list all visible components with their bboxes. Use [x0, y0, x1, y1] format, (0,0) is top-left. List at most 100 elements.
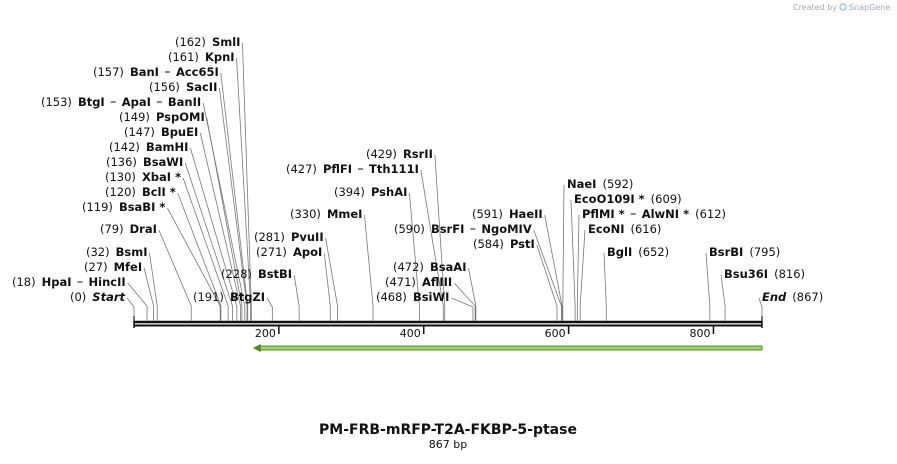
site-name: MfeI [114, 260, 143, 274]
site-position: (471) [385, 275, 416, 289]
site-name: BtgZI [230, 290, 265, 304]
site-name: BsaBI * [119, 200, 165, 214]
site-line [408, 192, 420, 321]
site-position: (147) [124, 125, 155, 139]
site-name: BanI [130, 65, 159, 79]
site-name: AlwNI * [642, 207, 689, 221]
site-position: (616) [630, 222, 661, 236]
site-line [149, 252, 158, 321]
site-position: (79) [100, 222, 124, 236]
site-line [562, 184, 565, 321]
site-position: (149) [119, 110, 150, 124]
site-line [218, 87, 248, 321]
site-name: BsrFI [431, 222, 464, 236]
site-name: ApoI [293, 245, 322, 259]
site-line [364, 214, 374, 321]
site-name: PspOMI [156, 110, 205, 124]
site-position: (153) [41, 95, 72, 109]
site-line [242, 42, 252, 321]
site-name: Start [92, 290, 125, 304]
site-name: PstI [510, 237, 535, 251]
site-line [544, 214, 563, 321]
site-name: BsiWI [413, 290, 450, 304]
site-name: NgoMIV [481, 222, 531, 236]
site-position: (130) [105, 170, 136, 184]
site-name: PvuII [291, 230, 324, 244]
site-line [177, 192, 222, 321]
site-position: (120) [105, 185, 136, 199]
site-position: (162) [175, 35, 206, 49]
site-name: HpaI [42, 275, 72, 289]
tick-label: 800 [689, 327, 710, 340]
site-name: ApaI [122, 95, 151, 109]
site-line [705, 252, 711, 321]
site-position: (584) [473, 237, 504, 251]
site-name: BpuEI [161, 125, 198, 139]
watermark-prefix: Created by [793, 3, 837, 12]
site-name: NaeI [567, 177, 596, 191]
site-position: (472) [393, 260, 424, 274]
site-line [182, 177, 229, 321]
site-position: (330) [290, 207, 321, 221]
site-position: (867) [792, 290, 823, 304]
site-line [143, 267, 154, 321]
site-name: BanII [168, 95, 201, 109]
site-line [323, 252, 331, 321]
site-line [158, 229, 192, 321]
site-line [266, 297, 273, 321]
site-position: (590) [394, 222, 425, 236]
site-name: HaeII [509, 207, 543, 221]
site-line [184, 162, 233, 321]
site-line [167, 207, 221, 321]
site-name: KpnI [205, 50, 235, 64]
site-position: (18) [12, 275, 36, 289]
site-name: EcoNI [588, 222, 624, 236]
site-line [720, 274, 726, 321]
site-line [758, 297, 763, 321]
site-line [451, 297, 474, 321]
site-line [293, 274, 300, 321]
site-position: (32) [86, 245, 110, 259]
site-name: SmlI [212, 35, 241, 49]
site-line [325, 237, 338, 321]
watermark-logo [839, 3, 847, 11]
site-name: BamHI [146, 140, 188, 154]
site-name: Bsu36I [724, 267, 768, 281]
site-name: BsrBI [709, 245, 743, 259]
site-name: BsmI [116, 245, 148, 259]
site-line [533, 229, 562, 321]
site-line [127, 282, 148, 321]
site-position: (119) [82, 200, 113, 214]
site-position: (281) [254, 230, 285, 244]
tick-label: 400 [400, 327, 421, 340]
site-position: (136) [106, 155, 137, 169]
tick-label: 600 [545, 327, 566, 340]
site-name: BglI [607, 245, 632, 259]
site-position: (795) [749, 245, 780, 259]
site-position: (228) [221, 267, 252, 281]
site-name: PflMI * [582, 207, 625, 221]
site-position: (612) [695, 207, 726, 221]
site-position: (394) [334, 185, 365, 199]
site-line [570, 199, 576, 321]
site-line [206, 117, 243, 321]
site-name: MmeI [327, 207, 363, 221]
site-line [453, 282, 476, 321]
subtitle: 867 bp [429, 438, 467, 451]
site-line [468, 267, 477, 321]
site-name: BclI * [142, 185, 176, 199]
site-position: (156) [149, 80, 180, 94]
site-name: AflIII [422, 275, 452, 289]
site-position: (816) [774, 267, 805, 281]
site-position: (157) [93, 65, 124, 79]
site-line [536, 244, 558, 321]
site-position: (271) [256, 245, 287, 259]
site-name: XbaI * [142, 170, 181, 184]
site-position: (468) [376, 290, 407, 304]
site-name: RsrII [403, 147, 433, 161]
site-line [420, 169, 444, 321]
site-name: PshAI [371, 185, 407, 199]
site-position: (27) [84, 260, 108, 274]
